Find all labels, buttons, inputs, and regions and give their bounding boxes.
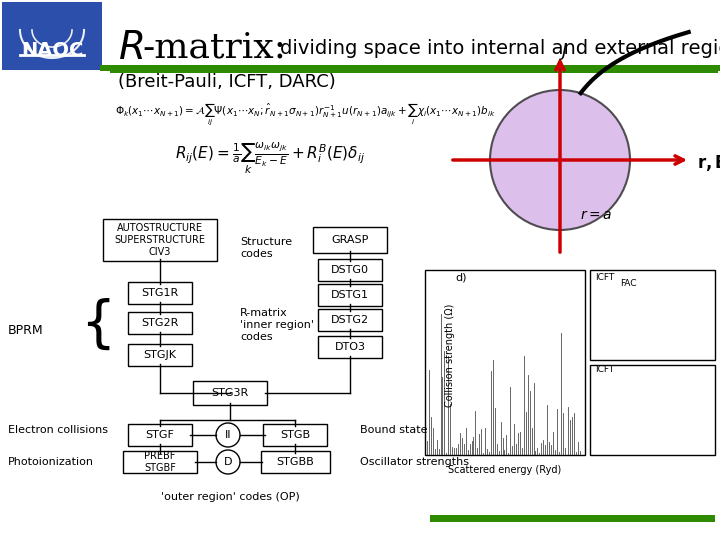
Text: Structure
codes: Structure codes bbox=[240, 237, 292, 259]
Text: STGBB: STGBB bbox=[276, 457, 314, 467]
FancyBboxPatch shape bbox=[110, 68, 718, 73]
FancyBboxPatch shape bbox=[318, 309, 382, 331]
Text: $r = a$: $r = a$ bbox=[580, 208, 612, 222]
Text: DSTG2: DSTG2 bbox=[331, 315, 369, 325]
FancyBboxPatch shape bbox=[128, 312, 192, 334]
Text: ICFT: ICFT bbox=[595, 366, 614, 375]
FancyBboxPatch shape bbox=[313, 227, 387, 253]
Text: STG1R: STG1R bbox=[141, 288, 179, 298]
FancyBboxPatch shape bbox=[261, 451, 330, 473]
Text: AUTOSTRUCTURE
SUPERSTRUCTURE
CIV3: AUTOSTRUCTURE SUPERSTRUCTURE CIV3 bbox=[114, 224, 205, 256]
Text: Bound state: Bound state bbox=[360, 425, 428, 435]
Text: R-matrix
'inner region'
codes: R-matrix 'inner region' codes bbox=[240, 308, 314, 342]
FancyBboxPatch shape bbox=[425, 270, 585, 455]
FancyBboxPatch shape bbox=[128, 344, 192, 366]
FancyBboxPatch shape bbox=[318, 259, 382, 281]
Text: Collision strength (Ω): Collision strength (Ω) bbox=[445, 303, 455, 407]
Text: Photoionization: Photoionization bbox=[8, 457, 94, 467]
Text: Electron collisions: Electron collisions bbox=[8, 425, 108, 435]
Text: $R_{ij}(E) = \frac{1}{a}\sum_k \frac{\omega_{ik}\omega_{jk}}{E_k - E} + R_i^B(E): $R_{ij}(E) = \frac{1}{a}\sum_k \frac{\om… bbox=[175, 140, 365, 176]
FancyBboxPatch shape bbox=[318, 336, 382, 358]
Text: {: { bbox=[81, 298, 116, 352]
FancyBboxPatch shape bbox=[590, 270, 715, 360]
Text: $\mathit{R}$: $\mathit{R}$ bbox=[118, 29, 143, 67]
Circle shape bbox=[216, 450, 240, 474]
FancyBboxPatch shape bbox=[123, 451, 197, 473]
Text: dividing space into internal and external regions: dividing space into internal and externa… bbox=[280, 38, 720, 57]
Circle shape bbox=[490, 90, 630, 230]
Text: D: D bbox=[224, 457, 233, 467]
Text: GRASP: GRASP bbox=[331, 235, 369, 245]
Text: -matrix:: -matrix: bbox=[142, 31, 286, 65]
Text: STGF: STGF bbox=[145, 430, 174, 440]
FancyBboxPatch shape bbox=[318, 284, 382, 306]
FancyBboxPatch shape bbox=[193, 381, 267, 405]
FancyBboxPatch shape bbox=[590, 365, 715, 455]
Text: BPRM: BPRM bbox=[8, 323, 44, 336]
FancyBboxPatch shape bbox=[430, 515, 715, 522]
Text: 'outer region' codes (OP): 'outer region' codes (OP) bbox=[161, 492, 300, 502]
Text: ICFT: ICFT bbox=[595, 273, 614, 281]
Text: $\Phi_k(x_1\cdots x_{N+1}) = \mathcal{A}\sum_{ij}\Psi(x_1\cdots x_N; \hat{r}_{N+: $\Phi_k(x_1\cdots x_{N+1}) = \mathcal{A}… bbox=[115, 102, 495, 128]
Text: FAC: FAC bbox=[620, 279, 636, 287]
Text: d): d) bbox=[455, 273, 467, 283]
Text: STGB: STGB bbox=[280, 430, 310, 440]
Text: DTO3: DTO3 bbox=[335, 342, 366, 352]
Text: DSTG0: DSTG0 bbox=[331, 265, 369, 275]
Text: DSTG1: DSTG1 bbox=[331, 290, 369, 300]
FancyBboxPatch shape bbox=[2, 2, 102, 70]
Text: Oscillator strengths: Oscillator strengths bbox=[360, 457, 469, 467]
Text: $\mathbf{r,E}$: $\mathbf{r,E}$ bbox=[697, 153, 720, 173]
FancyBboxPatch shape bbox=[263, 424, 327, 446]
Text: $J$: $J$ bbox=[559, 42, 569, 63]
Text: II: II bbox=[225, 430, 231, 440]
Circle shape bbox=[216, 423, 240, 447]
Text: STG3R: STG3R bbox=[212, 388, 248, 398]
Text: STG2R: STG2R bbox=[141, 318, 179, 328]
Text: NAOC: NAOC bbox=[21, 40, 84, 59]
FancyBboxPatch shape bbox=[100, 65, 720, 71]
Text: Scattered energy (Ryd): Scattered energy (Ryd) bbox=[449, 465, 562, 475]
FancyBboxPatch shape bbox=[103, 219, 217, 261]
Text: STGJK: STGJK bbox=[143, 350, 176, 360]
Text: PREBF
STGBF: PREBF STGBF bbox=[144, 451, 176, 473]
FancyBboxPatch shape bbox=[128, 282, 192, 304]
Text: (Breit-Pauli, ICFT, DARC): (Breit-Pauli, ICFT, DARC) bbox=[118, 73, 336, 91]
FancyBboxPatch shape bbox=[128, 424, 192, 446]
